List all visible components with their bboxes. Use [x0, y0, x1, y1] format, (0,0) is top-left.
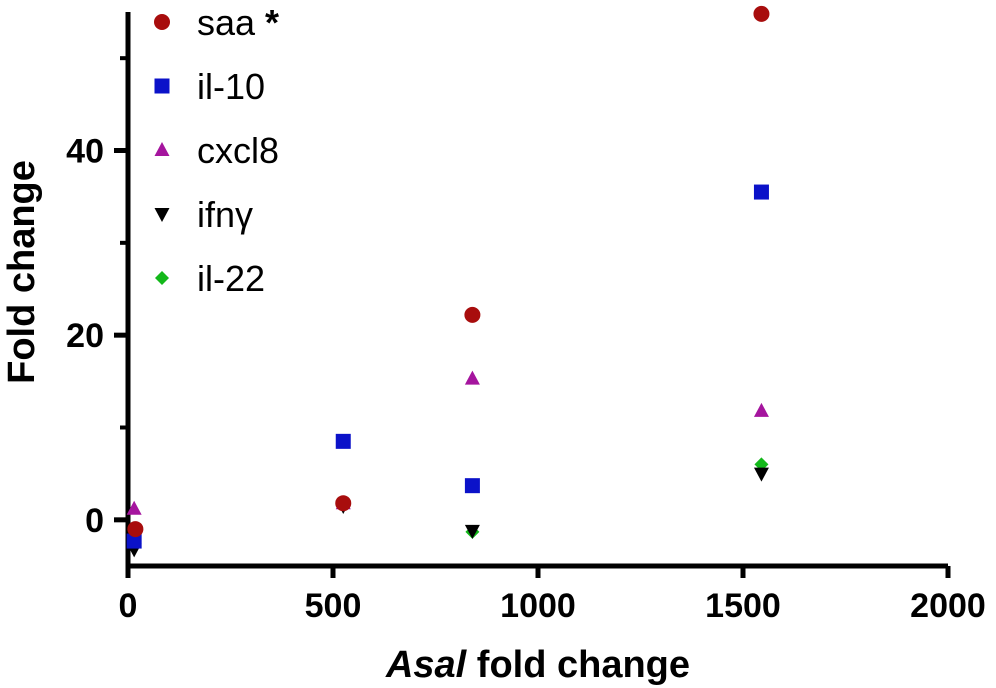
x-tick-label: 0 — [119, 587, 138, 625]
ifnγ-data-point — [753, 467, 769, 482]
ifnγ-data-point — [464, 524, 480, 539]
legend-marker-cxcl8 — [154, 142, 170, 156]
x-tick-label: 1000 — [500, 587, 576, 625]
axes: 0 500 1000 1500 2000 0 20 40 — [66, 12, 986, 625]
x-tick-label: 1500 — [705, 587, 781, 625]
il-10-data-point — [126, 533, 142, 549]
il-10-data-point — [464, 478, 480, 494]
il-10-data-point — [753, 184, 769, 200]
legend-marker-ifnγ — [154, 208, 170, 222]
x-tick-label: 2000 — [910, 587, 986, 625]
cxcl8-data-point — [464, 370, 480, 385]
y-tick-label: 0 — [85, 502, 104, 540]
legend-label-il-22: il-22 — [197, 258, 265, 299]
legend: saa * il-10 cxcl8 ifnγ il-22 — [154, 2, 279, 299]
legend-label-ifnγ: ifnγ — [197, 194, 253, 235]
cxcl8-data-point — [126, 500, 142, 515]
legend-label-saa: saa * — [197, 2, 279, 43]
saa-data-point — [127, 521, 144, 538]
y-axis-title: Fold change — [1, 160, 43, 384]
data-points — [126, 5, 770, 558]
saa-data-point — [753, 5, 770, 22]
y-tick-label: 20 — [66, 317, 104, 355]
y-tick-label: 40 — [66, 133, 104, 171]
il-10-data-point — [335, 433, 351, 449]
legend-label-il-10: il-10 — [197, 66, 265, 107]
legend-label-cxcl8: cxcl8 — [197, 130, 279, 171]
x-tick-label: 500 — [305, 587, 362, 625]
x-axis-title: Asal fold change — [385, 644, 690, 686]
cxcl8-data-point — [753, 402, 769, 417]
legend-marker-il-22 — [155, 271, 169, 285]
saa-data-point — [335, 495, 352, 512]
legend-marker-saa — [154, 14, 170, 30]
saa-data-point — [464, 306, 481, 323]
legend-marker-il-10 — [154, 78, 170, 94]
